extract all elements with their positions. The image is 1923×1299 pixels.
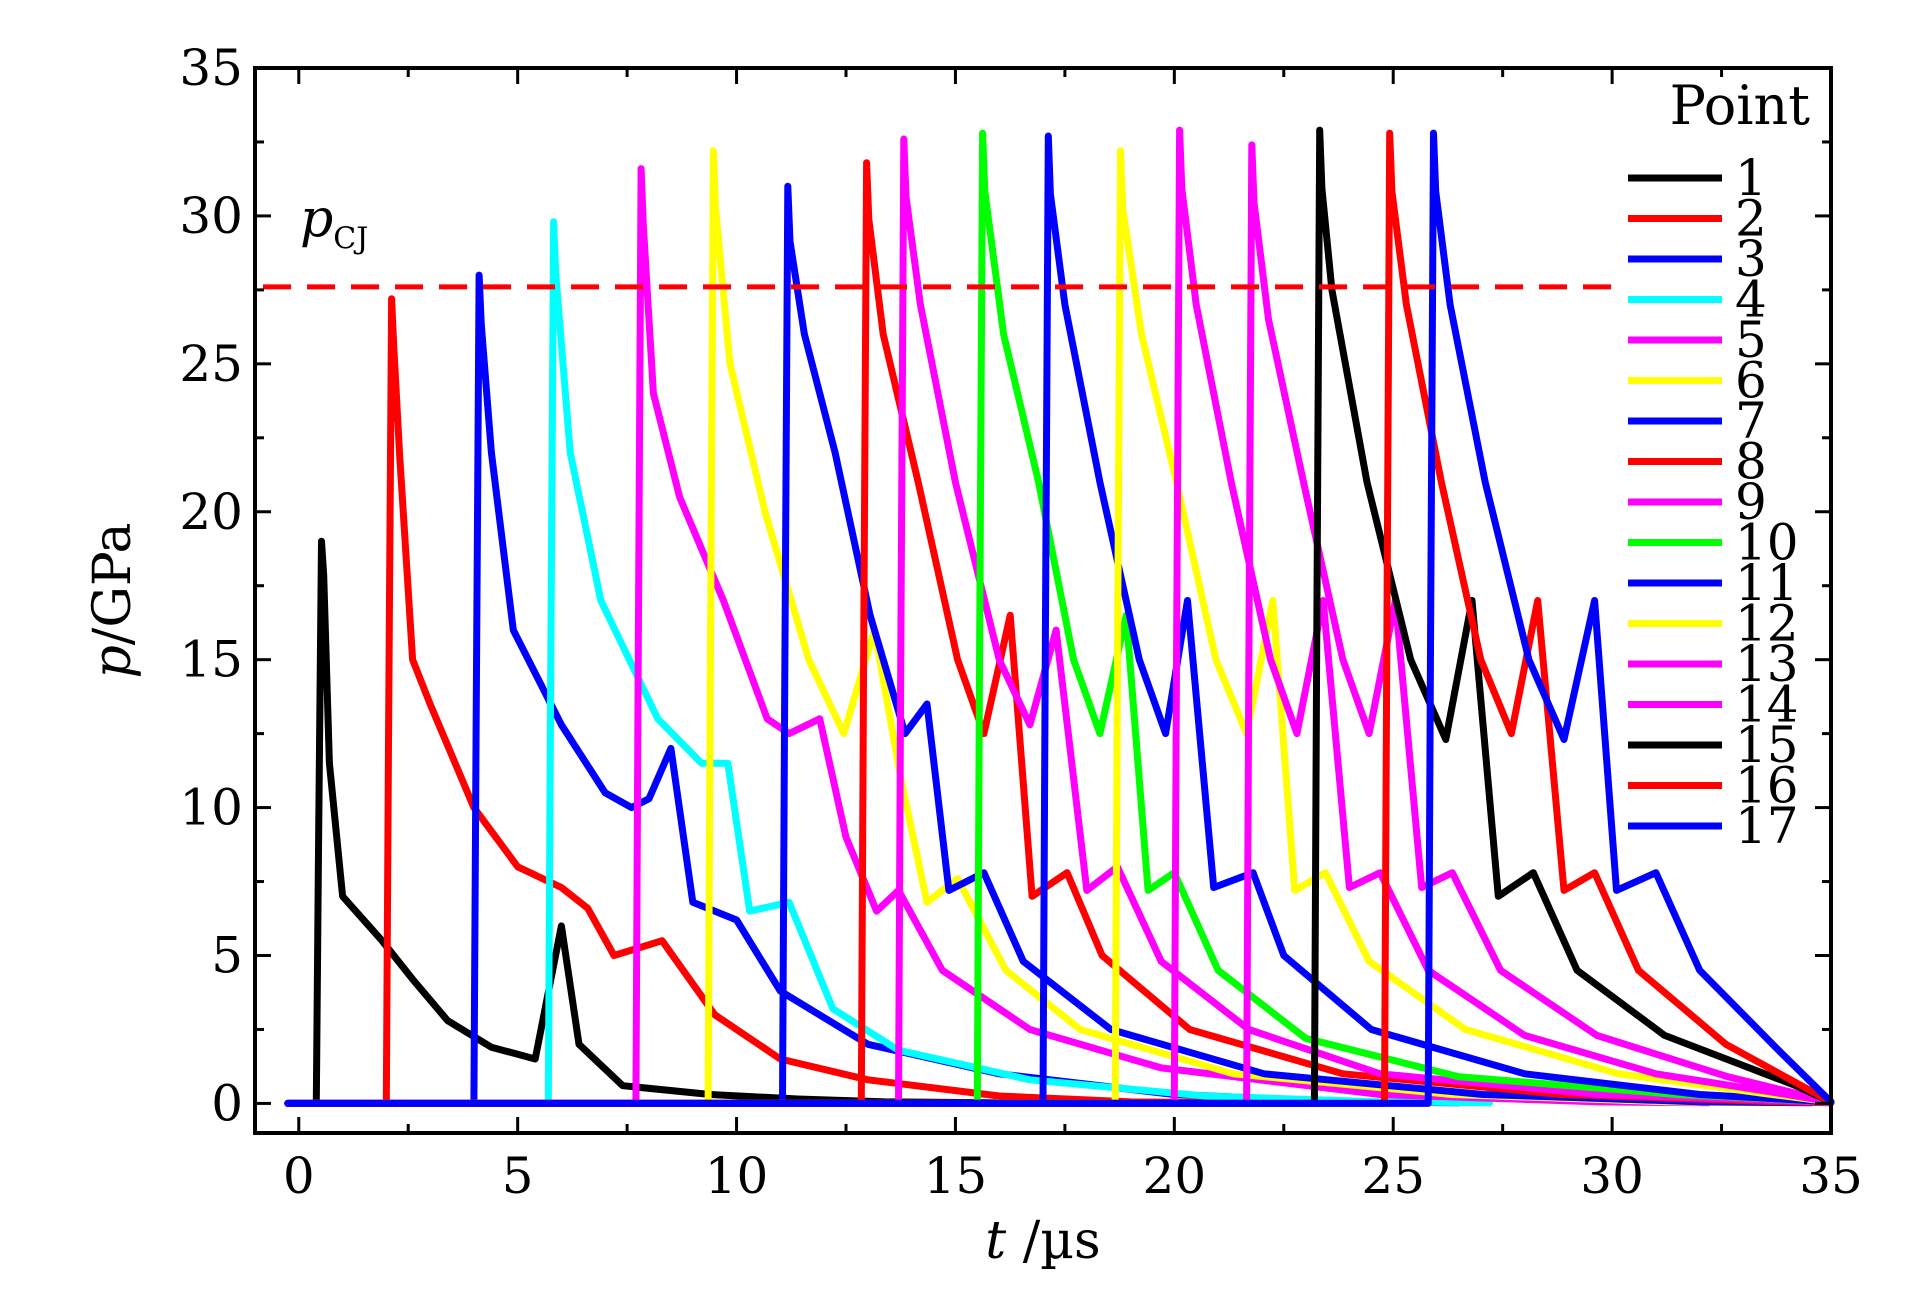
series-line-point-14 — [284, 141, 1835, 1107]
x-tick-label: 30 — [1580, 1147, 1644, 1205]
series-line-point-17 — [284, 129, 1835, 1107]
series-line-point-11 — [284, 132, 1835, 1107]
legend-label-point-6: 6 — [1735, 352, 1767, 410]
x-tick-label: 25 — [1361, 1147, 1425, 1205]
legend-label-point-8: 8 — [1735, 433, 1767, 491]
series-layer — [284, 126, 1835, 1107]
x-axis: 0 5 10 15 20 25 30 35 — [283, 68, 1863, 1205]
plot-frame — [253, 66, 1833, 1135]
legend-label-point-17: 17 — [1735, 797, 1799, 855]
legend-label-point-15: 15 — [1735, 716, 1799, 774]
series-line-point-5 — [284, 165, 1712, 1107]
y-tick-label: 5 — [211, 927, 243, 985]
legend-label-point-12: 12 — [1735, 595, 1799, 653]
y-tick-label: 25 — [179, 335, 243, 393]
legend-label-point-2: 2 — [1735, 190, 1767, 248]
pcj-label: pCJ — [300, 190, 368, 257]
pcj-var: p — [300, 190, 333, 250]
legend-label-point-1: 1 — [1735, 149, 1767, 207]
y-tick-label: 20 — [179, 483, 243, 541]
y-tick-label: 0 — [211, 1074, 243, 1132]
x-tick-label: 5 — [502, 1147, 534, 1205]
y-tick-label: 30 — [179, 187, 243, 245]
x-tick-label: 15 — [924, 1147, 988, 1205]
legend-title: Point — [1670, 74, 1811, 137]
legend-label-point-5: 5 — [1735, 311, 1767, 369]
legend-label-point-13: 13 — [1735, 635, 1799, 693]
y-tick-label: 35 — [179, 39, 243, 97]
legend-label-point-10: 10 — [1735, 514, 1799, 572]
legend-label-point-7: 7 — [1735, 392, 1767, 450]
x-tick-label: 20 — [1143, 1147, 1207, 1205]
y-tick-label: 10 — [179, 779, 243, 837]
legend-label-point-3: 3 — [1735, 230, 1767, 288]
x-axis-title: t /µs — [985, 1211, 1100, 1271]
y-axis-var: p — [83, 645, 143, 678]
legend-label-point-9: 9 — [1735, 473, 1767, 531]
pcj-subscript: CJ — [333, 222, 368, 257]
x-tick-label: 0 — [283, 1147, 315, 1205]
legend-label-point-11: 11 — [1735, 554, 1799, 612]
series-line-point-4 — [284, 218, 1493, 1107]
x-axis-var: t — [985, 1211, 1006, 1271]
series-line-point-8 — [284, 159, 1835, 1107]
x-tick-label: 10 — [705, 1147, 769, 1205]
y-axis-unit: /GPa — [83, 522, 143, 645]
x-axis-unit: /µs — [1006, 1211, 1101, 1271]
series-line-point-2 — [284, 295, 1244, 1107]
series-line-point-7 — [284, 182, 1815, 1107]
legend-label-point-14: 14 — [1735, 676, 1799, 734]
legend-label-point-4: 4 — [1735, 271, 1767, 329]
x-tick-label: 35 — [1799, 1147, 1863, 1205]
y-axis-title: p/GPa — [83, 522, 143, 678]
series-line-point-10 — [284, 129, 1835, 1107]
series-line-point-13 — [284, 126, 1835, 1107]
series-line-point-16 — [284, 129, 1835, 1107]
y-tick-label: 15 — [179, 631, 243, 689]
legend-label-point-16: 16 — [1735, 757, 1799, 815]
